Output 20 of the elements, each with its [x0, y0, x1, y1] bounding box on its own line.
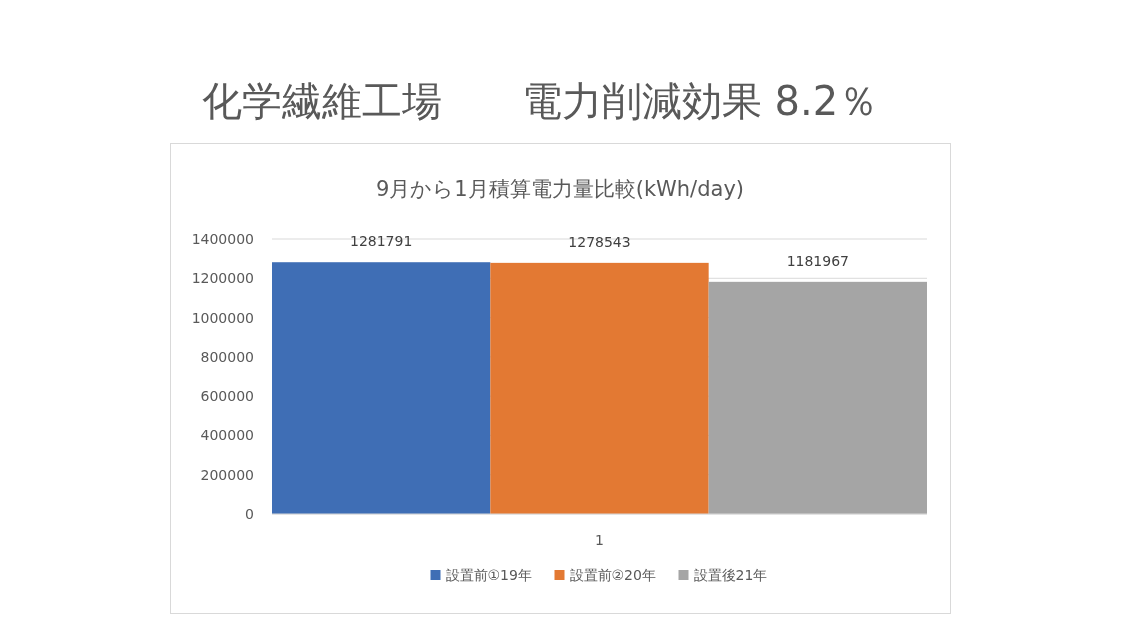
data-label: 1278543 [568, 233, 631, 250]
y-tick-label: 0 [245, 506, 254, 522]
bar [490, 262, 709, 514]
legend-label: 設置後21年 [693, 567, 768, 583]
legend-label: 設置前②20年 [569, 567, 656, 583]
y-tick-label: 800000 [200, 348, 254, 365]
legend-label: 設置前①19年 [445, 567, 532, 583]
data-label: 1281791 [349, 233, 413, 250]
y-tick-label: 1000000 [191, 309, 254, 326]
y-tick-label: 1400000 [191, 231, 254, 247]
bar [272, 262, 491, 514]
x-tick-label: 1 [595, 532, 604, 548]
y-tick-label: 400000 [200, 427, 254, 444]
data-label: 1181967 [786, 252, 850, 269]
y-tick-label: 1200000 [191, 270, 254, 287]
y-tick-label: 200000 [200, 466, 254, 483]
chart-subtitle: 9月から1月積算電力量比較(kWh/day) [375, 177, 745, 201]
y-tick-label: 600000 [200, 388, 254, 405]
chart-title: 化学繊維工場 電力削減効果 8.2％ [201, 78, 879, 124]
bar [708, 281, 927, 514]
